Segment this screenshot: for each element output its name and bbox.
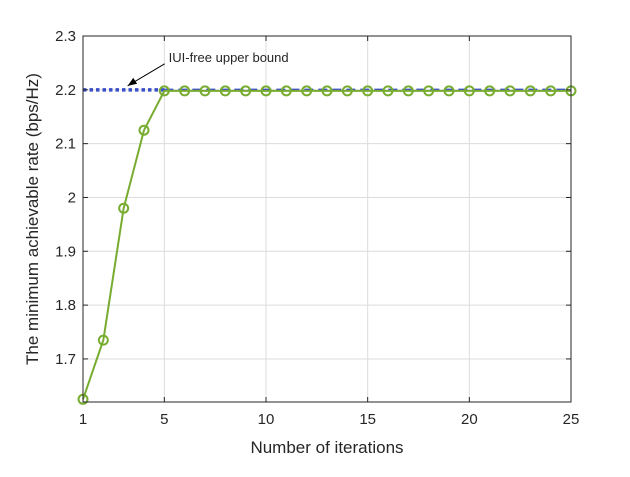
rate-point-marker — [118, 202, 130, 214]
rate-point-marker — [240, 85, 252, 97]
annotation-layer: IUI-free upper bound — [127, 50, 289, 87]
y-tick-label: 2.3 — [55, 28, 76, 45]
x-tick-label: 5 — [160, 411, 168, 428]
annotation-arrow-head — [127, 77, 138, 86]
rate-point-marker — [341, 85, 353, 97]
rate-point-marker — [382, 85, 394, 97]
x-tick-label: 20 — [461, 411, 478, 428]
rate-point-marker — [199, 85, 211, 97]
rate-point-marker — [402, 85, 414, 97]
rate-point-marker — [280, 85, 292, 97]
rate-point-marker — [362, 85, 374, 97]
rate-point-marker — [158, 85, 170, 97]
rate-point-marker — [423, 85, 435, 97]
x-tick-label: 25 — [563, 411, 580, 428]
rate-point-marker — [545, 85, 557, 97]
rate-point-marker — [463, 85, 475, 97]
rate-point-marker — [484, 85, 496, 97]
rate-point-marker — [260, 85, 272, 97]
rate-point-marker — [219, 85, 231, 97]
rate-point-marker — [179, 85, 191, 97]
x-tick-label: 10 — [258, 411, 275, 428]
y-tick-label: 2 — [68, 189, 76, 206]
x-tick-label: 1 — [79, 411, 87, 428]
rate-point-marker — [97, 334, 109, 346]
y-tick-label: 2.1 — [55, 136, 76, 153]
x-tick-label: 15 — [359, 411, 376, 428]
plot-frame — [82, 35, 572, 403]
rate-point-marker — [524, 85, 536, 97]
series-layer — [77, 85, 577, 405]
y-tick-label: 1.7 — [55, 351, 76, 368]
rate-point-marker — [301, 85, 313, 97]
y-axis-title: The minimum achievable rate (bps/Hz) — [23, 73, 42, 365]
rate-point-marker — [443, 85, 455, 97]
y-tick-label: 1.8 — [55, 297, 76, 314]
annotation-label: IUI-free upper bound — [169, 50, 289, 65]
rate-series-line — [82, 89, 571, 400]
rate-point-marker — [138, 124, 150, 136]
ticks: 1 5 10 15 20 251.71.81.922.12.22.3 — [55, 28, 579, 428]
x-axis-title: Number of iterations — [250, 438, 403, 457]
y-tick-label: 2.2 — [55, 82, 76, 99]
y-tick-label: 1.9 — [55, 243, 76, 260]
rate-point-marker — [504, 85, 516, 97]
rate-point-marker — [321, 85, 333, 97]
